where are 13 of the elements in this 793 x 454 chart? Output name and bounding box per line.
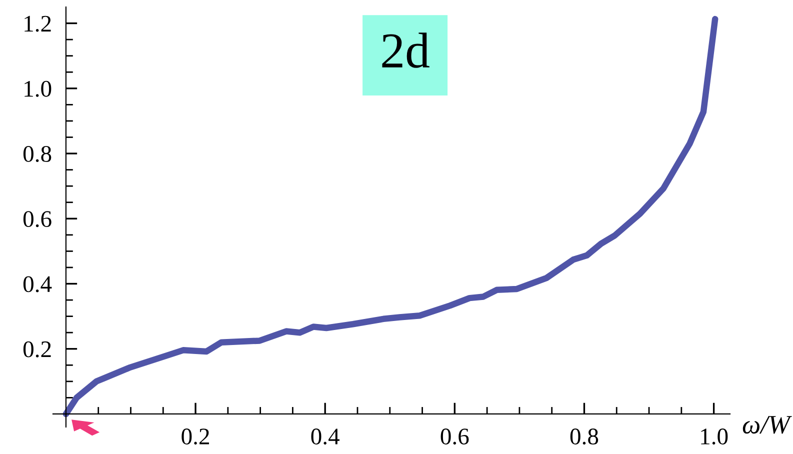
y-tick-label: 0.6 xyxy=(23,211,52,228)
x-axis-title: ω/W xyxy=(742,416,792,434)
y-tick-label: 1.0 xyxy=(24,80,52,97)
y-tick-label: 0.8 xyxy=(23,146,52,162)
x-tick-label: 1.0 xyxy=(701,428,728,445)
x-tick-label: 0.6 xyxy=(440,428,469,445)
annotation: 2d xyxy=(382,32,430,68)
x-tick-label: 0.4 xyxy=(311,428,340,445)
x-tick-label: 0.8 xyxy=(570,428,598,445)
x-tick-label: 0.2 xyxy=(182,428,209,445)
y-tick-label: 0.4 xyxy=(23,276,52,292)
y-tick-label: 1.2 xyxy=(24,16,51,32)
y-tick-label: 0.2 xyxy=(23,341,51,358)
